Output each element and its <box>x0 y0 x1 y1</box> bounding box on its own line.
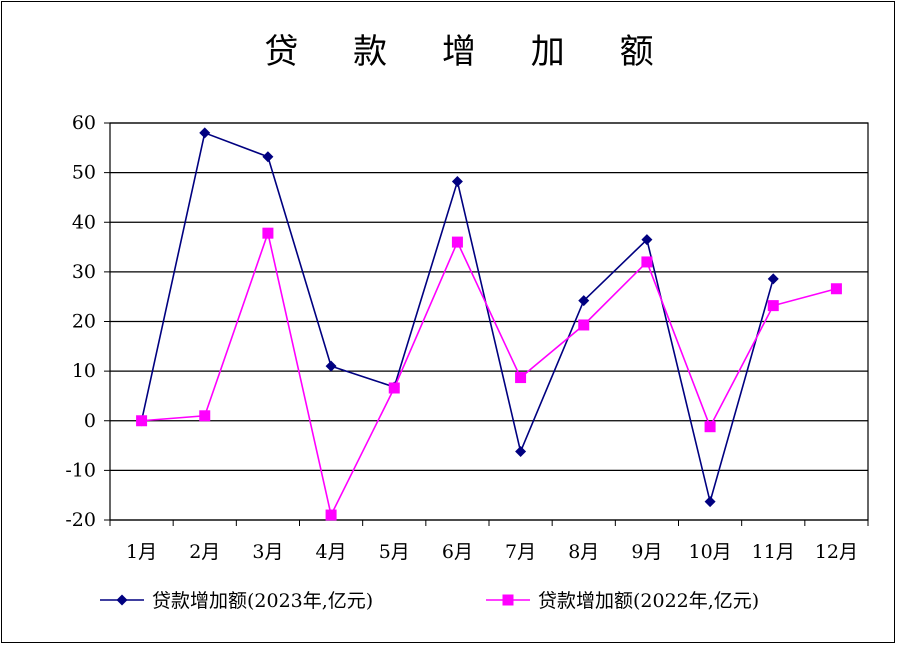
series-line <box>141 230 837 518</box>
data-point <box>767 300 779 312</box>
legend-marker <box>502 594 514 606</box>
data-point <box>199 127 211 139</box>
data-point <box>578 319 590 331</box>
y-tick-label: 60 <box>72 112 96 134</box>
data-point <box>451 236 463 248</box>
data-point <box>136 415 148 427</box>
x-tick-label: 1月 <box>126 541 157 563</box>
data-point <box>515 372 527 384</box>
y-tick-label: 0 <box>84 410 96 432</box>
legend-label: 贷款增加额(2022年,亿元) <box>538 590 759 612</box>
legend-label: 贷款增加额(2023年,亿元) <box>152 590 373 612</box>
data-point <box>704 496 716 508</box>
data-point <box>704 421 716 433</box>
x-tick-label: 6月 <box>442 541 473 563</box>
data-point <box>262 151 274 163</box>
data-point <box>199 410 211 422</box>
chart-title: 贷 款 增 加 额 <box>264 32 675 72</box>
y-tick-label: 30 <box>72 261 96 283</box>
data-point <box>830 283 842 295</box>
y-tick-label: 50 <box>72 162 96 184</box>
data-point <box>641 256 653 268</box>
grid-lines <box>110 122 868 521</box>
data-point <box>578 295 590 307</box>
series-2 <box>136 227 842 521</box>
series-1 <box>136 127 779 508</box>
x-tick-label: 9月 <box>631 541 662 563</box>
x-tick-label: 11月 <box>752 541 795 563</box>
data-point <box>641 234 653 246</box>
series-line <box>140 131 775 505</box>
x-tick-label: 10月 <box>688 541 731 563</box>
y-tick-label: -20 <box>65 509 96 531</box>
x-tick-label: 3月 <box>252 541 283 563</box>
y-tick-label: 40 <box>72 211 96 233</box>
data-point <box>325 509 337 521</box>
y-tick-label: 10 <box>72 360 96 382</box>
data-point <box>262 227 274 239</box>
data-point <box>451 176 463 188</box>
x-tick-label: 5月 <box>379 541 410 563</box>
legend: 贷款增加额(2023年,亿元) 贷款增加额(2022年,亿元) <box>100 590 759 612</box>
x-tick-label: 8月 <box>568 541 599 563</box>
data-point <box>767 273 779 285</box>
y-tick-label: -10 <box>65 459 96 481</box>
data-point <box>388 382 400 394</box>
data-point <box>515 446 527 458</box>
series-layer <box>136 127 842 521</box>
data-point <box>325 360 337 372</box>
x-axis: 1月 2月 3月 4月 5月 6月 7月 8月 9月 10月 11月 12月 <box>109 520 869 563</box>
legend-item-1: 贷款增加额(2023年,亿元) <box>100 590 373 612</box>
x-tick-label: 4月 <box>316 541 347 563</box>
legend-item-2: 贷款增加额(2022年,亿元) <box>486 590 759 612</box>
x-tick-label: 7月 <box>505 541 536 563</box>
y-tick-label: 20 <box>72 311 96 333</box>
x-tick-label: 12月 <box>815 541 858 563</box>
legend-marker <box>116 594 128 606</box>
y-axis: -20 -10 0 10 20 30 40 50 60 <box>65 112 110 531</box>
x-tick-label: 2月 <box>189 541 220 563</box>
